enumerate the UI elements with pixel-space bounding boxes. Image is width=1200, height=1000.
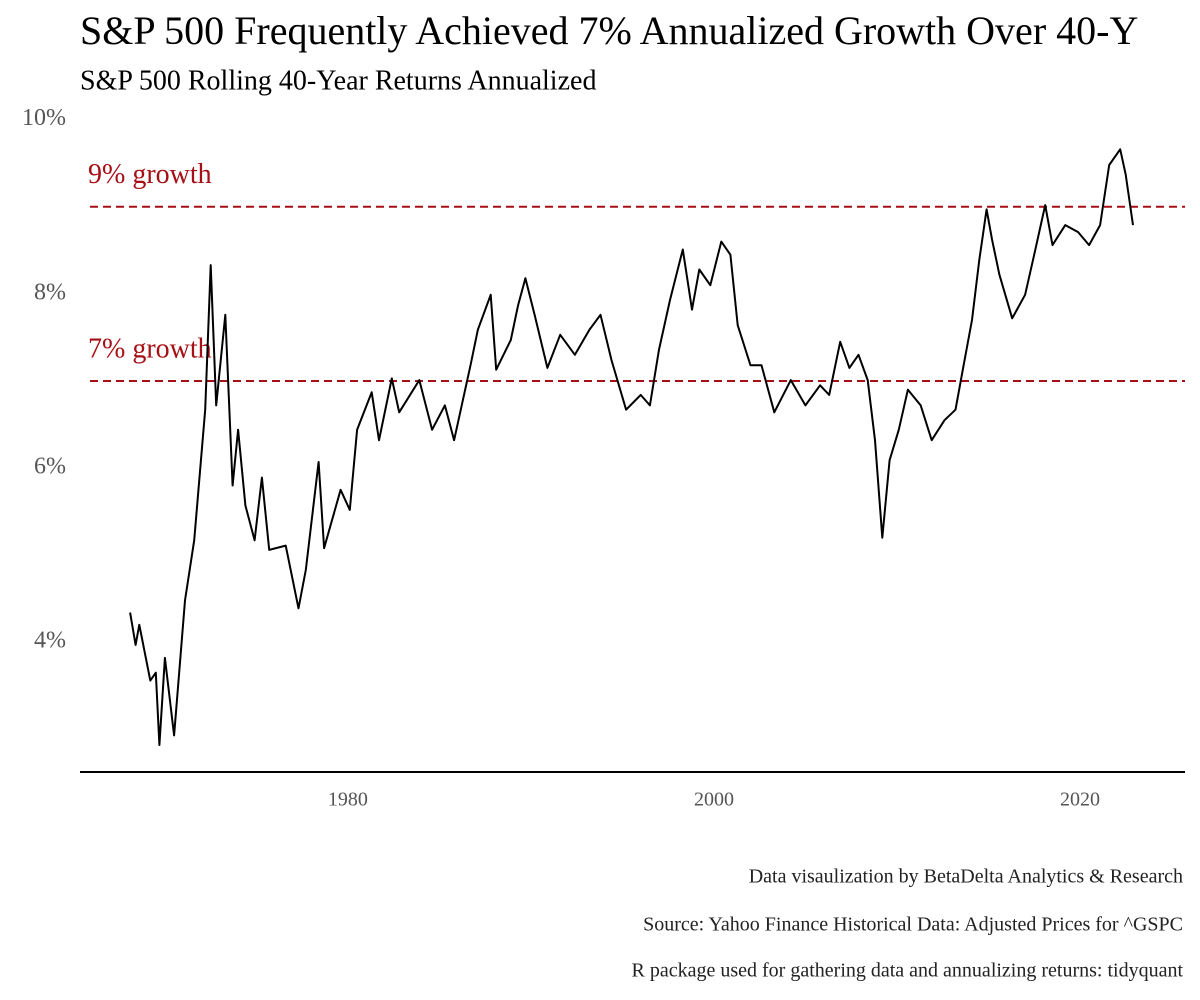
caption: Data visaulization by BetaDelta Analytic… <box>749 866 1183 888</box>
chart-subtitle: S&P 500 Rolling 40-Year Returns Annualiz… <box>80 65 596 96</box>
reference-label: 9% growth <box>88 159 212 190</box>
x-tick-label: 2000 <box>694 789 734 811</box>
data-line <box>129 148 1134 746</box>
x-tick-label: 2020 <box>1060 789 1100 811</box>
y-tick-label: 8% <box>34 279 66 305</box>
y-tick-label: 6% <box>34 454 66 480</box>
y-tick-label: 10% <box>22 105 66 131</box>
chart-title: S&P 500 Frequently Achieved 7% Annualize… <box>80 8 1138 53</box>
caption: Source: Yahoo Finance Historical Data: A… <box>643 914 1183 936</box>
caption: R package used for gathering data and an… <box>632 960 1184 982</box>
x-tick-label: 1980 <box>328 789 368 811</box>
y-tick-label: 4% <box>34 628 66 654</box>
reference-label: 7% growth <box>88 333 212 364</box>
